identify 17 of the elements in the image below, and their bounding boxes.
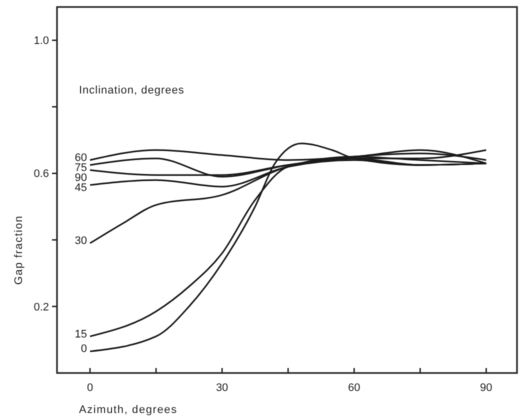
legend-title: Inclination, degrees — [79, 84, 184, 97]
series-label: 60 — [74, 152, 88, 164]
series-label: 30 — [74, 235, 88, 248]
x-axis-title: Azimuth, degrees — [79, 404, 178, 416]
series-label: 45 — [74, 182, 88, 194]
x-tick-label: 90 — [480, 382, 492, 394]
series-label: 90 — [74, 172, 88, 184]
y-axis-title: Gap fraction — [13, 215, 25, 285]
x-tick-label: 30 — [216, 382, 228, 394]
x-tick-label: 0 — [86, 382, 94, 394]
series-label: 75 — [74, 162, 88, 174]
y-tick-label: 0.2 — [34, 301, 49, 314]
x-tick-label: 60 — [348, 382, 360, 394]
y-tick-label: 0.6 — [34, 168, 49, 180]
series-label: 0 — [80, 343, 88, 356]
series-label: 15 — [74, 328, 88, 340]
y-tick-label: 1.0 — [34, 35, 49, 48]
